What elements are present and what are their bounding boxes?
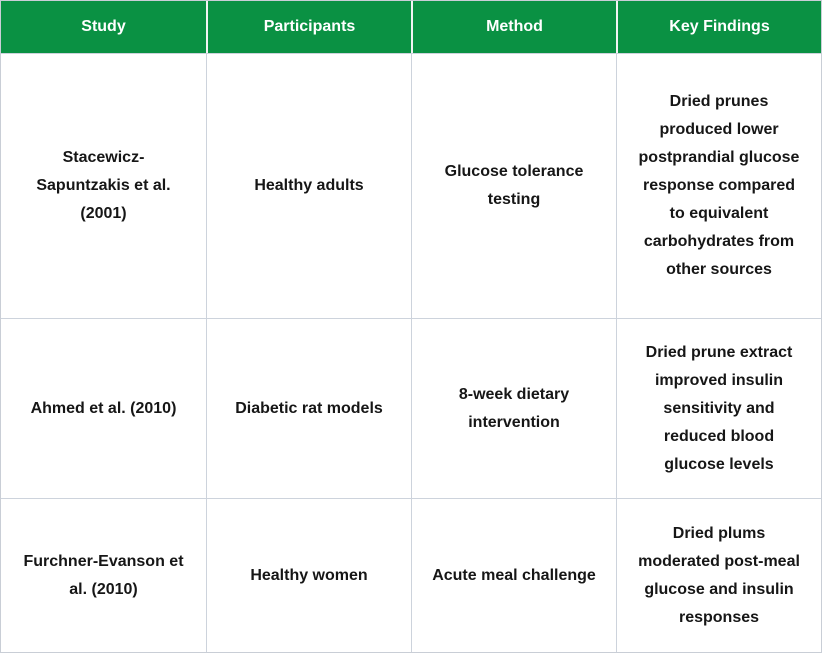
table-row: Furchner-Evanson et al. (2010) Healthy w… <box>1 498 821 652</box>
cell-study: Furchner-Evanson et al. (2010) <box>23 552 184 598</box>
table-row: Ahmed et al. (2010) Diabetic rat models … <box>1 318 821 498</box>
cell-key-findings: Dried plums moderated post-meal glucose … <box>616 499 821 652</box>
cell-participants: Diabetic rat models <box>206 319 411 498</box>
cell-study: Stacewicz-Sapuntzakis et al. (2001) <box>36 149 171 222</box>
table-header-row: Study Participants Method Key Findings <box>1 1 821 53</box>
cell-key-findings: Dried prunes produced lower postprandial… <box>616 54 821 318</box>
cell-method: Acute meal challenge <box>411 499 616 652</box>
column-header-study: Study <box>81 18 126 35</box>
cell-participants: Healthy women <box>206 499 411 652</box>
cell-method: Glucose tolerance testing <box>411 54 616 318</box>
cell-participants: Healthy adults <box>206 54 411 318</box>
column-header-method: Method <box>411 1 616 53</box>
cell-method: 8-week dietary intervention <box>411 319 616 498</box>
cell-study: Ahmed et al. (2010) <box>30 399 177 417</box>
cell-key-findings: Dried prune extract improved insulin sen… <box>616 319 821 498</box>
table-row: Stacewicz-Sapuntzakis et al. (2001) Heal… <box>1 53 821 318</box>
column-header-key-findings: Key Findings <box>616 1 821 53</box>
column-header-participants: Participants <box>206 1 411 53</box>
